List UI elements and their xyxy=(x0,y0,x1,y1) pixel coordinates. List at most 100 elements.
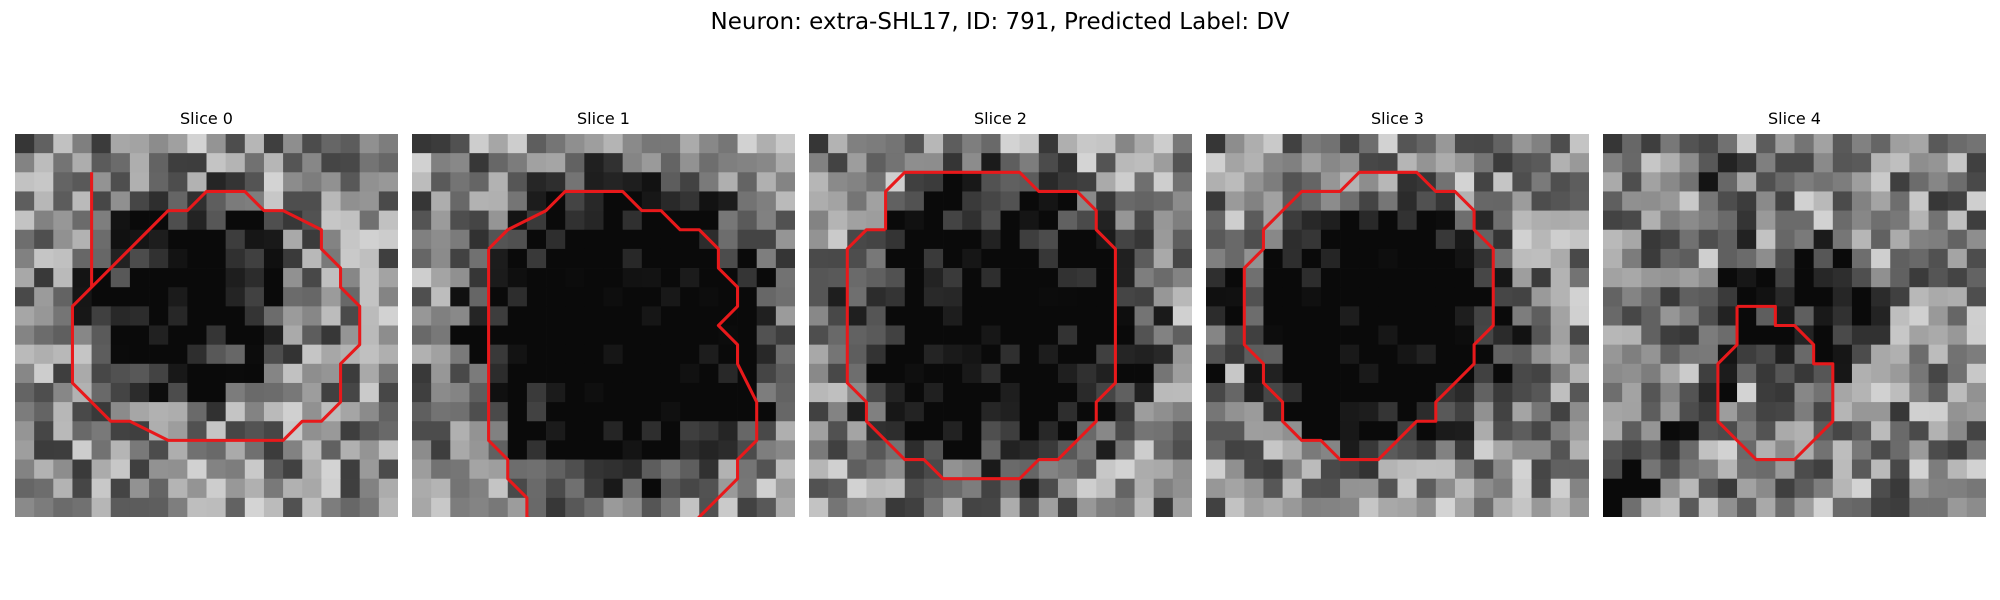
pixel-cell xyxy=(1019,325,1040,346)
pixel-cell xyxy=(775,402,795,422)
pixel-cell xyxy=(1019,402,1040,422)
pixel-cell xyxy=(1493,306,1513,326)
pixel-cell xyxy=(1153,229,1174,250)
pixel-cell xyxy=(1966,402,1986,422)
pixel-cell xyxy=(1077,325,1097,346)
pixel-cell xyxy=(699,268,719,288)
pixel-cell xyxy=(1282,325,1303,346)
pixel-cell xyxy=(72,440,92,460)
pixel-cell xyxy=(340,268,361,288)
pixel-cell xyxy=(469,478,489,499)
pixel-cell xyxy=(565,268,585,288)
pixel-cell xyxy=(1775,287,1795,307)
pixel-cell xyxy=(1397,248,1418,269)
pixel-cell xyxy=(1832,229,1853,250)
pixel-cell xyxy=(1115,402,1135,422)
pixel-cell xyxy=(1794,421,1815,441)
pixel-cell xyxy=(641,344,662,365)
pixel-cell xyxy=(1057,497,1078,517)
pixel-cell xyxy=(53,191,73,211)
pixel-cell xyxy=(1397,402,1418,422)
pixel-cell xyxy=(1454,287,1475,307)
pixel-cell xyxy=(1851,172,1872,192)
pixel-cell xyxy=(1569,287,1589,307)
pixel-cell xyxy=(1493,325,1513,346)
pixel-cell xyxy=(1493,134,1513,154)
pixel-cell xyxy=(641,478,662,499)
pixel-cell xyxy=(1096,287,1116,307)
pixel-cell xyxy=(1416,325,1437,346)
pixel-cell xyxy=(1679,172,1700,192)
pixel-cell xyxy=(1282,459,1303,480)
pixel-cell xyxy=(1550,440,1571,460)
pixel-cell xyxy=(526,497,547,517)
pixel-cell xyxy=(283,268,303,288)
pixel-cell xyxy=(1096,325,1116,346)
pixel-cell xyxy=(1038,440,1059,460)
pixel-cell xyxy=(1378,229,1398,250)
pixel-cell xyxy=(603,210,624,231)
pixel-cell xyxy=(1359,382,1379,403)
pixel-cell xyxy=(1698,248,1719,269)
pixel-cell xyxy=(828,210,848,231)
pixel-cell xyxy=(718,134,738,154)
pixel-cell xyxy=(412,325,432,346)
pixel-cell xyxy=(1531,306,1552,326)
pixel-cell xyxy=(72,191,92,211)
pixel-cell xyxy=(1928,172,1949,192)
pixel-cell xyxy=(1909,459,1929,480)
pixel-cell xyxy=(1794,229,1815,250)
pixel-cell xyxy=(1622,210,1642,231)
pixel-cell xyxy=(1966,459,1986,480)
pixel-cell xyxy=(1019,153,1040,173)
pixel-cell xyxy=(225,306,246,326)
pixel-cell xyxy=(110,153,131,173)
pixel-cell xyxy=(1851,382,1872,403)
pixel-cell xyxy=(1909,268,1929,288)
pixel-cell xyxy=(412,497,432,517)
pixel-cell xyxy=(1909,248,1929,269)
pixel-cell xyxy=(1077,210,1097,231)
pixel-cell xyxy=(1928,325,1949,346)
pixel-cell xyxy=(72,306,92,326)
pixel-cell xyxy=(378,134,398,154)
pixel-cell xyxy=(962,287,982,307)
pixel-cell xyxy=(680,172,700,192)
pixel-cell xyxy=(1966,363,1986,384)
pixel-cell xyxy=(225,344,246,365)
pixel-cell xyxy=(1737,497,1757,517)
pixel-cell xyxy=(962,325,982,346)
pixel-cell xyxy=(1096,478,1116,499)
pixel-cell xyxy=(1000,497,1021,517)
pixel-cell xyxy=(1679,287,1700,307)
pixel-cell xyxy=(1225,440,1245,460)
pixel-cell xyxy=(1263,191,1283,211)
pixel-cell xyxy=(603,440,624,460)
pixel-cell xyxy=(526,344,547,365)
pixel-cell xyxy=(1206,344,1226,365)
pixel-cell xyxy=(1172,344,1192,365)
pixel-cell xyxy=(699,210,719,231)
pixel-cell xyxy=(1000,363,1021,384)
pixel-cell xyxy=(378,325,398,346)
pixel-cell xyxy=(809,153,829,173)
pixel-cell xyxy=(450,210,470,231)
pixel-cell xyxy=(1320,191,1341,211)
pixel-cell xyxy=(1206,459,1226,480)
pixel-cell xyxy=(1698,172,1719,192)
pixel-cell xyxy=(622,478,643,499)
pixel-cell xyxy=(1134,440,1155,460)
pixel-cell xyxy=(378,229,398,250)
pixel-cell xyxy=(641,210,662,231)
pixel-cell xyxy=(718,363,738,384)
pixel-cell xyxy=(1263,344,1283,365)
pixel-cell xyxy=(1679,363,1700,384)
pixel-cell xyxy=(1225,402,1245,422)
pixel-cell xyxy=(1569,421,1589,441)
pixel-cell xyxy=(1359,153,1379,173)
pixel-cell xyxy=(168,402,188,422)
pixel-cell xyxy=(1397,478,1418,499)
pixel-cell xyxy=(809,229,829,250)
pixel-cell xyxy=(981,440,1001,460)
pixel-cell xyxy=(1378,210,1398,231)
